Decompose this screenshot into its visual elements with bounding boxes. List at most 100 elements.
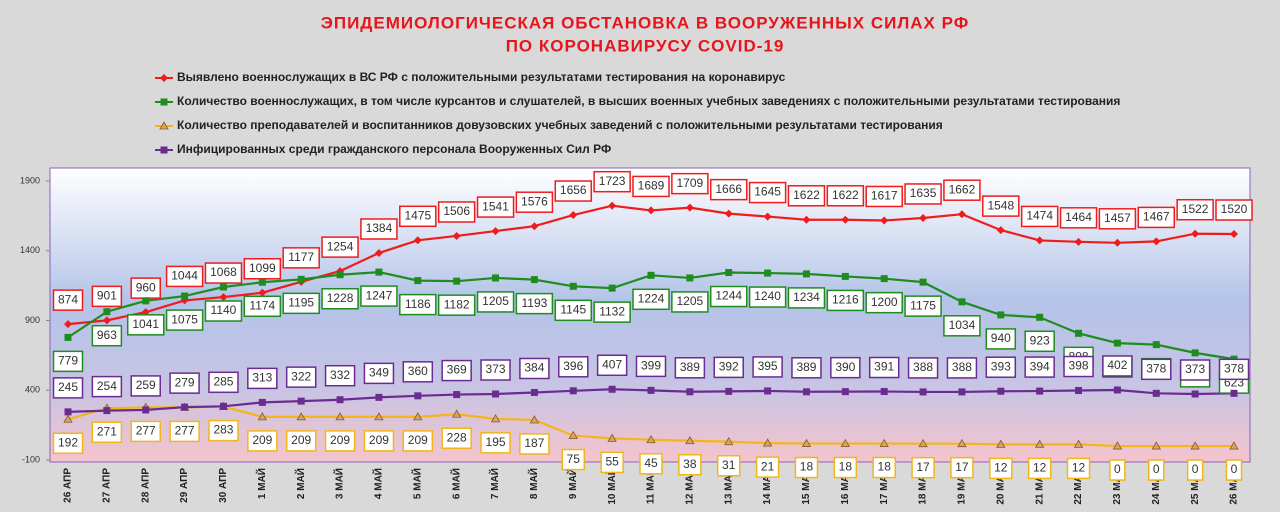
- value-label-text: 209: [330, 433, 350, 447]
- value-label: 1506: [437, 201, 476, 223]
- marker: [1190, 441, 1200, 450]
- marker: [608, 201, 617, 210]
- x-tick-label: 4 МАЙ: [372, 468, 385, 499]
- value-label: 1244: [709, 285, 748, 308]
- value-label: 1475: [399, 205, 437, 228]
- value-label: 1205: [671, 291, 709, 313]
- value-label: 228: [441, 427, 472, 449]
- value-label-text: 1041: [132, 317, 159, 331]
- marker: [103, 308, 111, 316]
- marker: [1151, 441, 1161, 450]
- marker: [490, 414, 501, 423]
- value-label-text: 12: [1033, 461, 1047, 475]
- marker: [1152, 341, 1160, 349]
- value-label: 0: [1109, 459, 1126, 481]
- value-label: 1240: [748, 286, 787, 308]
- value-label-box: [519, 357, 550, 380]
- value-label: 398: [1063, 355, 1094, 378]
- value-label-box: [1102, 355, 1133, 377]
- value-label-box: [826, 185, 865, 207]
- value-label: 245: [52, 377, 84, 399]
- value-label-text: 195: [486, 435, 506, 449]
- value-label: 17: [911, 456, 935, 479]
- value-label: 1522: [1176, 198, 1214, 221]
- value-label-box: [282, 292, 320, 315]
- marker: [608, 385, 616, 393]
- marker: [685, 203, 694, 212]
- value-label-box: [752, 356, 783, 378]
- value-label-box: [1179, 359, 1211, 381]
- value-label-text: 285: [213, 374, 233, 388]
- value-label-text: 12: [994, 461, 1008, 475]
- value-label-text: 1474: [1026, 209, 1053, 223]
- marker: [1074, 237, 1083, 246]
- value-label-text: 1200: [871, 295, 898, 309]
- value-label-text: 940: [991, 331, 1011, 345]
- marker: [686, 388, 694, 396]
- marker: [1152, 237, 1161, 246]
- value-label-text: 391: [874, 360, 894, 374]
- value-label-box: [709, 285, 748, 308]
- value-label-text: 17: [955, 460, 969, 474]
- value-label: 1635: [904, 183, 942, 205]
- value-label-box: [904, 183, 942, 205]
- marker: [375, 268, 383, 276]
- value-label: 209: [324, 430, 356, 452]
- value-label-box: [1063, 355, 1094, 378]
- value-label: 960: [130, 277, 161, 299]
- value-label-box: [755, 456, 780, 478]
- marker: [336, 271, 344, 279]
- value-label-box: [52, 432, 84, 455]
- value-label-text: 1548: [987, 198, 1014, 212]
- value-label-text: 254: [97, 379, 117, 393]
- value-label-text: 55: [605, 455, 619, 469]
- marker: [64, 408, 72, 416]
- value-label-box: [324, 430, 356, 452]
- marker: [1035, 236, 1044, 245]
- value-label-box: [91, 285, 123, 308]
- marker: [296, 412, 306, 421]
- value-label-box: [130, 420, 161, 443]
- value-label-text: 1145: [560, 302, 586, 316]
- value-label-text: 1457: [1104, 211, 1131, 225]
- x-tick-label: 3 МАЙ: [333, 468, 346, 499]
- value-label-text: 349: [369, 366, 389, 380]
- marker: [569, 211, 578, 220]
- value-label-box: [943, 179, 981, 201]
- value-label-box: [748, 181, 787, 204]
- value-label: 373: [480, 359, 511, 381]
- value-label-box: [321, 236, 359, 258]
- marker: [1113, 339, 1121, 347]
- value-label: 390: [830, 356, 861, 379]
- value-label-text: 402: [1107, 358, 1127, 372]
- value-label: 1467: [1137, 206, 1176, 229]
- value-label-text: 1464: [1065, 210, 1092, 224]
- value-label-box: [787, 287, 826, 309]
- value-label-text: 1254: [327, 239, 354, 253]
- value-label-text: 209: [369, 433, 389, 447]
- value-label-box: [554, 180, 593, 202]
- value-label: 1689: [632, 175, 670, 198]
- marker: [802, 388, 810, 396]
- value-label-box: [1186, 459, 1204, 481]
- value-label-box: [868, 356, 900, 379]
- value-label-box: [600, 451, 624, 474]
- value-label-text: 1068: [210, 265, 237, 279]
- value-label-text: 1247: [366, 288, 393, 302]
- value-label-box: [635, 355, 667, 378]
- value-label: 1247: [360, 285, 398, 307]
- value-label: 209: [363, 430, 395, 452]
- value-label-text: 360: [408, 364, 428, 378]
- value-label-text: 1177: [288, 250, 314, 264]
- value-label-box: [1098, 208, 1137, 230]
- marker: [414, 392, 422, 400]
- value-label-box: [399, 205, 437, 228]
- marker: [686, 274, 694, 282]
- marker: [1113, 238, 1122, 247]
- value-label: 1254: [321, 236, 359, 258]
- x-tick-label: 13 МАЙ: [721, 468, 734, 505]
- value-label: 271: [91, 421, 123, 443]
- value-label-text: 392: [719, 360, 739, 374]
- value-label-text: 1475: [404, 208, 431, 222]
- value-label-text: 322: [291, 369, 311, 383]
